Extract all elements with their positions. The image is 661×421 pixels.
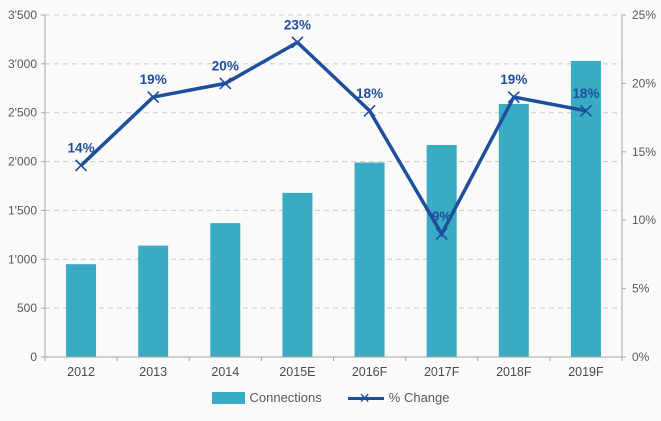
right-axis-tick-label: 20%	[632, 76, 656, 90]
x-axis-category-label: 2012	[67, 365, 95, 379]
x-marker	[507, 91, 520, 104]
left-axis-tick-label: 2'500	[8, 106, 37, 120]
data-label-2016F: 18%	[356, 86, 383, 101]
right-axis-tick-label: 0%	[632, 350, 650, 364]
chart-legend: Connections ✕ % Change	[0, 390, 661, 406]
x-marker	[435, 227, 448, 240]
left-axis-tick-label: 1'000	[8, 252, 37, 266]
left-axis-tick-label: 500	[17, 301, 37, 315]
legend-label-pct-change: % Change	[388, 390, 450, 405]
x-axis-category-label: 2019F	[568, 365, 604, 379]
bar-2016F	[354, 162, 385, 357]
left-axis-tick-label: 1'500	[8, 203, 37, 217]
legend-item-connections: Connections	[211, 390, 322, 405]
right-axis-tick-label: 15%	[632, 145, 656, 159]
bar-2019F	[570, 60, 601, 357]
right-axis-tick-label: 5%	[632, 282, 650, 296]
left-axis-tick-label: 2'000	[8, 155, 37, 169]
data-label-2014: 20%	[212, 58, 239, 73]
data-label-2019F: 18%	[572, 86, 599, 101]
x-marker	[147, 91, 160, 104]
left-axis-tick-label: 0	[30, 350, 37, 364]
legend-item-pct-change: ✕ % Change	[347, 390, 450, 406]
x-axis-category-label: 2018F	[496, 365, 532, 379]
x-marker	[363, 104, 376, 117]
data-label-2015E: 23%	[284, 17, 311, 32]
right-axis-tick-label: 25%	[632, 8, 656, 22]
x-marker	[291, 36, 304, 49]
bar-2018F	[498, 103, 529, 357]
x-marker	[579, 104, 593, 117]
bar-2014	[210, 223, 241, 357]
bar-2015E	[282, 192, 313, 357]
legend-label-connections: Connections	[249, 390, 322, 405]
bar-2013	[138, 245, 169, 357]
left-axis-tick-label: 3'000	[8, 57, 37, 71]
x-axis-category-label: 2015E	[279, 365, 315, 379]
x-axis-category-label: 2013	[139, 365, 167, 379]
data-label-2017F: 9%	[432, 209, 452, 224]
data-label-2018F: 19%	[500, 72, 527, 87]
x-axis-category-label: 2016F	[352, 365, 388, 379]
pct-change-swatch-icon: ✕	[347, 390, 384, 406]
x-marker	[74, 159, 88, 172]
bar-2017F	[426, 144, 457, 357]
right-axis-tick-label: 10%	[632, 213, 656, 227]
x-marker	[219, 77, 232, 90]
data-label-2012: 14%	[68, 140, 95, 155]
x-axis-category-label: 2014	[211, 365, 239, 379]
pct-change-line	[79, 40, 587, 238]
connections-swatch-icon	[211, 391, 245, 404]
data-label-2013: 19%	[140, 72, 167, 87]
bar-2012	[66, 264, 97, 357]
x-axis-category-label: 2017F	[424, 365, 460, 379]
left-axis-tick-label: 3'500	[8, 8, 37, 22]
